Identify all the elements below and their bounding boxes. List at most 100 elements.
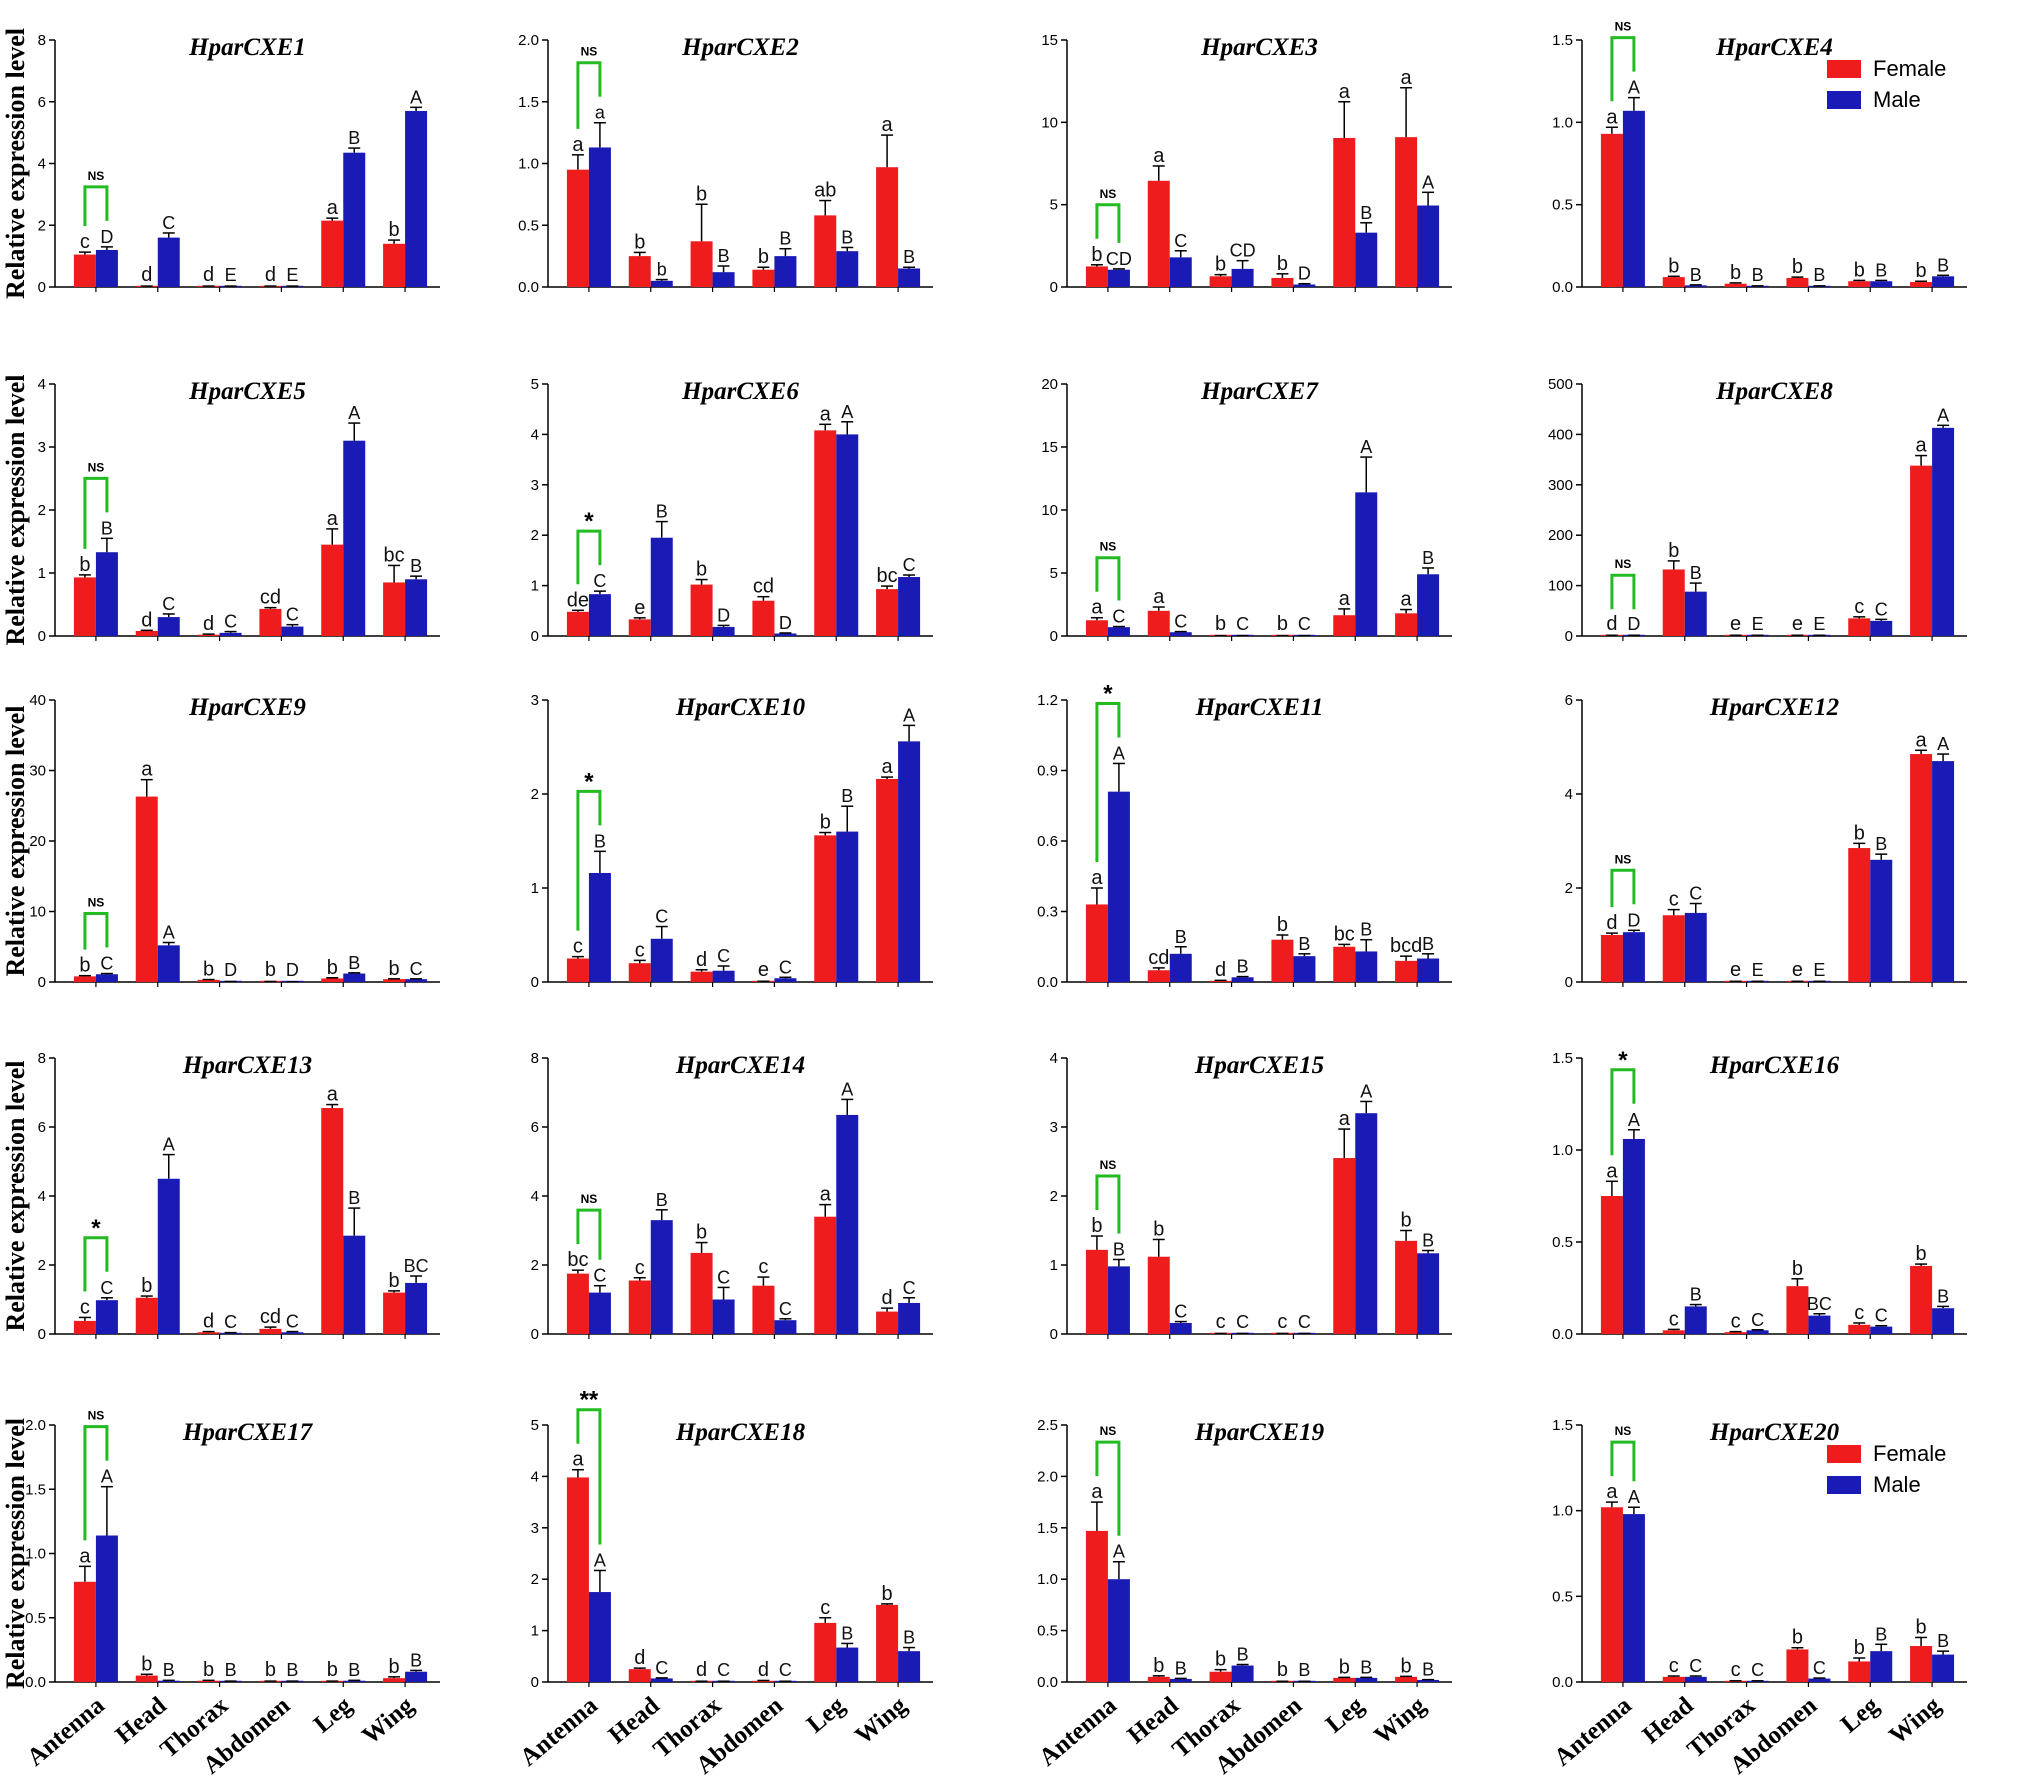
- significance-bracket: [1095, 701, 1121, 862]
- y-tick-label: 8: [531, 1050, 539, 1067]
- male-letter: C: [779, 1299, 792, 1319]
- male-bar: [588, 594, 611, 636]
- y-tick-label: 3: [531, 692, 539, 709]
- panel-hparcxe11: 0.0 0.3 0.6 0.9 1.2 HparCXE11 a cd d b bc bcd A B B B B B…: [1037, 680, 1452, 991]
- male-letter: a: [595, 103, 606, 123]
- y-tick-label: 0.0: [518, 279, 539, 296]
- female-bar: [566, 958, 589, 982]
- female-bar: [383, 1678, 406, 1682]
- y-tick-label: 5: [531, 1417, 539, 1434]
- female-bar: [1600, 935, 1623, 982]
- male-bar: [774, 978, 797, 982]
- male-letter: D: [1627, 614, 1640, 634]
- female-bar: [814, 430, 837, 636]
- male-bar: [588, 872, 611, 982]
- female-letter: a: [1401, 589, 1413, 611]
- y-tick-label: 1.5: [1037, 1520, 1058, 1537]
- significance-label: NS: [1615, 852, 1632, 866]
- male-letter: A: [163, 1135, 175, 1155]
- male-bar: [1870, 281, 1893, 287]
- male-bar: [343, 1235, 366, 1334]
- male-bar: [1417, 1679, 1440, 1682]
- female-letter: d: [758, 1659, 769, 1681]
- y-tick-label: 3: [1050, 1119, 1058, 1136]
- male-letter: C: [593, 571, 606, 591]
- y-tick-label: 2: [531, 1571, 539, 1588]
- female-letter: c: [635, 1257, 645, 1279]
- male-letter: B: [1360, 920, 1372, 940]
- female-letter: b: [1854, 259, 1865, 281]
- female-bar: [1147, 1676, 1170, 1682]
- female-letter: b: [79, 554, 90, 576]
- male-bar: [281, 626, 304, 636]
- y-tick-label: 3: [38, 439, 46, 456]
- female-letter: a: [1401, 67, 1413, 89]
- y-tick-label: 10: [1041, 114, 1058, 131]
- female-bar: [321, 978, 344, 982]
- significance-label: NS: [581, 1192, 598, 1206]
- male-letter: C: [1298, 1312, 1311, 1332]
- male-letter: B: [1298, 934, 1310, 954]
- male-letter: E: [1752, 614, 1764, 634]
- female-bar: [1333, 946, 1356, 982]
- male-bar: [588, 147, 611, 287]
- panel-title: HparCXE17: [182, 1419, 314, 1446]
- female-letter: cd: [260, 587, 281, 609]
- male-bar: [405, 111, 428, 287]
- male-letter: BC: [1807, 1294, 1832, 1314]
- female-letter: b: [1277, 1659, 1288, 1681]
- male-letter: C: [1875, 1306, 1888, 1326]
- y-tick-label: 6: [1565, 692, 1573, 709]
- significance-label: NS: [1100, 540, 1117, 554]
- male-letter: B: [1690, 265, 1702, 285]
- female-bar: [628, 1669, 651, 1682]
- male-bar: [95, 249, 118, 287]
- panel-title: HparCXE4: [1715, 34, 1833, 61]
- male-letter: C: [593, 1266, 606, 1286]
- category-label: Antenna: [1549, 1692, 1637, 1772]
- male-bar: [1870, 859, 1893, 982]
- y-tick-label: 0.5: [518, 217, 539, 234]
- male-bar: [650, 1678, 673, 1682]
- male-bar: [650, 280, 673, 287]
- y-tick-label: 2: [38, 217, 46, 234]
- female-letter: d: [203, 613, 214, 635]
- female-letter: a: [882, 114, 894, 136]
- significance-label: *: [91, 1215, 101, 1242]
- female-bar: [1848, 618, 1871, 636]
- female-letter: b: [758, 246, 769, 268]
- male-bar: [1622, 1138, 1645, 1334]
- y-tick-label: 30: [29, 763, 46, 780]
- male-letter: A: [1628, 1110, 1640, 1130]
- female-letter: b: [1792, 1627, 1803, 1649]
- female-bar: [1848, 281, 1871, 287]
- female-bar: [383, 1292, 406, 1334]
- y-tick-label: 0.0: [1037, 974, 1058, 991]
- female-letter: bc: [877, 565, 898, 587]
- male-bar: [1684, 285, 1707, 287]
- y-tick-label: 0.9: [1037, 763, 1058, 780]
- female-letter: d: [1606, 613, 1617, 635]
- significance-bracket: [1610, 36, 1636, 102]
- female-bar: [1724, 1332, 1747, 1334]
- male-bar: [95, 1300, 118, 1334]
- male-bar: [1231, 1665, 1254, 1682]
- female-letter: b: [1730, 262, 1741, 284]
- male-bar: [774, 1320, 797, 1334]
- male-bar: [1622, 110, 1645, 287]
- male-bar: [1355, 492, 1378, 636]
- female-letter: b: [1916, 1616, 1927, 1638]
- male-bar: [1932, 276, 1955, 287]
- female-letter: a: [1606, 1160, 1618, 1182]
- female-letter: a: [1091, 1481, 1103, 1503]
- male-bar: [588, 1592, 611, 1682]
- male-bar: [1169, 257, 1192, 287]
- male-letter: A: [841, 402, 853, 422]
- male-letter: B: [1690, 563, 1702, 583]
- significance-bracket: [1095, 1440, 1121, 1536]
- male-bar: [1231, 977, 1254, 982]
- female-letter: b: [203, 1659, 214, 1681]
